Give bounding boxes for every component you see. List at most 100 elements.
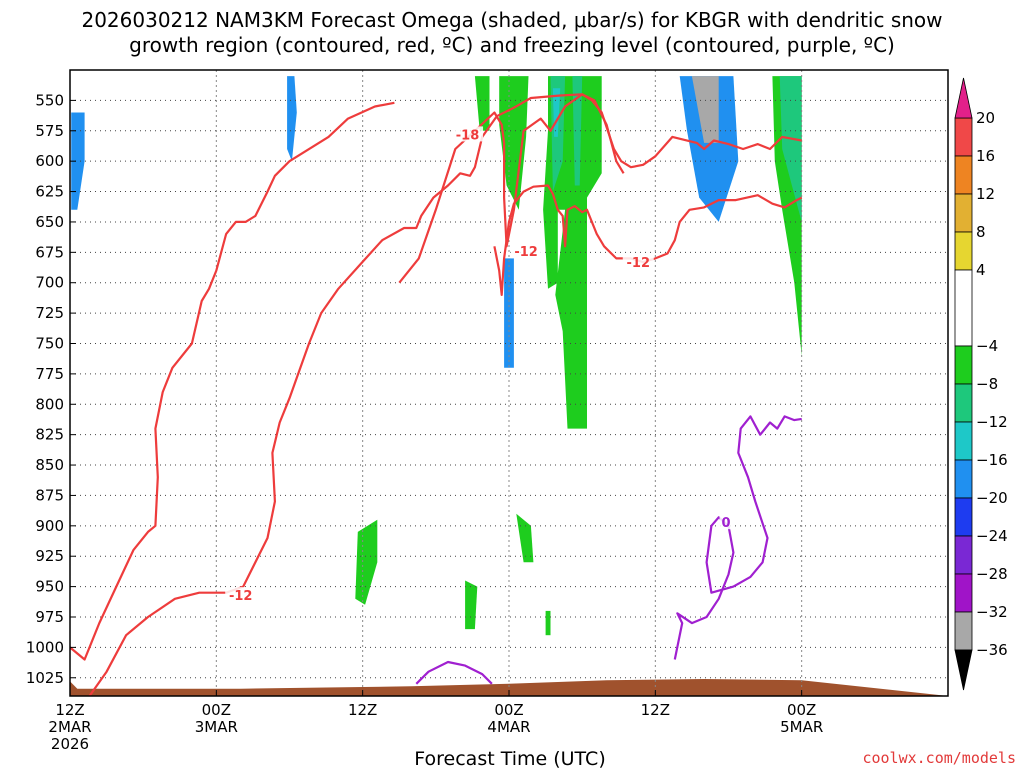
freezing-contour-label-0: 0 (722, 516, 731, 531)
omega-region-2 (71, 337, 83, 502)
y-tick-label-775: 775 (35, 365, 64, 383)
colorbar-label-1: 16 (976, 147, 995, 165)
dgz-contour-label-3: -12 (627, 256, 651, 271)
x-tick-label-18-2: 4MAR (487, 718, 530, 736)
y-tick-label-725: 725 (35, 304, 64, 322)
dgz-contour-label-2: -12 (514, 245, 538, 260)
dgz-contour-2 (88, 93, 625, 696)
colorbar-label-13: −36 (976, 641, 1008, 659)
omega-region-25 (355, 519, 378, 605)
y-tick-label-900: 900 (35, 517, 64, 535)
y-tick-label-850: 850 (35, 456, 64, 474)
omega-region-28 (545, 610, 551, 636)
credit-text: coolwx.com/models (862, 749, 1016, 767)
omega-region-17 (474, 76, 490, 131)
y-tick-label-1025: 1025 (26, 669, 64, 687)
dgz-contour-1 (70, 101, 395, 661)
colorbar-bin-5 (954, 345, 973, 385)
omega-region-24 (779, 76, 802, 222)
colorbar-under-triangle (954, 649, 973, 691)
omega-region-11 (587, 465, 597, 551)
x-tick-label-0-1: 12Z (55, 701, 84, 719)
colorbar-label-12: −32 (976, 603, 1008, 621)
contours (70, 93, 803, 696)
chart-title-line1: 2026030212 NAM3KM Forecast Omega (shaded… (81, 8, 942, 32)
x-tick-label-30-1: 00Z (787, 701, 816, 719)
x-tick-label-30-2: 5MAR (780, 718, 823, 736)
omega-region-3 (106, 533, 122, 581)
colorbar-bin-2 (954, 193, 973, 233)
colorbar-label-6: −8 (976, 375, 998, 393)
dgz-contour-label-0: -18 (456, 128, 480, 143)
x-tick-label-0-3: 2026 (51, 735, 89, 753)
y-tick-label-600: 600 (35, 152, 64, 170)
omega-shading (71, 76, 802, 636)
colorbar-over-triangle (954, 77, 973, 119)
colorbar-label-0: 20 (976, 109, 995, 127)
x-tick-label-6-2: 3MAR (195, 718, 238, 736)
omega-region-14 (691, 76, 719, 143)
colorbar-bin-9 (954, 497, 973, 537)
omega-region-15 (752, 446, 785, 502)
colorbar-bin-12 (954, 611, 973, 651)
colorbar-bin-8 (954, 459, 973, 499)
x-tick-label-0-2: 2MAR (48, 718, 91, 736)
y-tick-label-875: 875 (35, 486, 64, 504)
y-tick-label-550: 550 (35, 91, 64, 109)
colorbar-bin-6 (954, 383, 973, 423)
colorbar-bin-11 (954, 573, 973, 613)
colorbar-bin-1 (954, 155, 973, 195)
omega-region-10 (504, 258, 514, 368)
colorbar-label-4: 4 (976, 261, 986, 279)
y-tick-label-825: 825 (35, 426, 64, 444)
y-tick-label-925: 925 (35, 547, 64, 565)
omega-region-5 (221, 76, 344, 405)
omega-region-16 (782, 501, 802, 587)
omega-region-18 (499, 76, 529, 210)
x-tick-label-12-1: 12Z (348, 701, 377, 719)
colorbar-label-10: −24 (976, 527, 1008, 545)
omega-region-12 (652, 76, 802, 368)
y-tick-label-750: 750 (35, 334, 64, 352)
x-axis-title: Forecast Time (UTC) (414, 748, 605, 768)
colorbar-bin-0 (954, 117, 973, 157)
colorbar-bin-7 (954, 421, 973, 461)
x-tick-label-18-1: 00Z (494, 701, 523, 719)
y-axis: 550 575 600 625 650 675 700 725 750 775 800 825 850 8… (26, 91, 76, 687)
y-tick-label-950: 950 (35, 578, 64, 596)
dgz-contour-label-1: -12 (229, 589, 253, 604)
y-tick-label-975: 975 (35, 608, 64, 626)
y-tick-label-800: 800 (35, 395, 64, 413)
omega-region-1 (71, 112, 85, 210)
omega-region-26 (516, 513, 534, 563)
dgz-label-bg-3 (622, 254, 654, 270)
colorbar-label-9: −20 (976, 489, 1008, 507)
colorbar-label-11: −28 (976, 565, 1008, 583)
plot-area (70, 76, 948, 696)
terrain-fill (70, 679, 948, 696)
y-tick-label-625: 625 (35, 183, 64, 201)
omega-region-27 (465, 580, 478, 630)
y-tick-label-575: 575 (35, 122, 64, 140)
omega-region-22 (572, 76, 583, 186)
colorbar-label-3: 8 (976, 223, 986, 241)
colorbar-bin-10 (954, 535, 973, 575)
terrain-ground (70, 679, 948, 696)
freezing-label-bg-0 (719, 514, 733, 530)
y-tick-label-675: 675 (35, 243, 64, 261)
y-tick-label-650: 650 (35, 213, 64, 231)
y-tick-label-700: 700 (35, 274, 64, 292)
dgz-label-bg-0 (452, 126, 484, 142)
omega-region-6 (287, 76, 297, 162)
y-tick-label-1000: 1000 (26, 638, 64, 656)
colorbar-bin-3 (954, 231, 973, 271)
x-tick-label-24-1: 12Z (641, 701, 670, 719)
omega-region-13 (679, 76, 739, 222)
colorbar-label-7: −12 (976, 413, 1008, 431)
colorbar: 20 16 12 8 4 −4 −8 −12 −16 −20 −24 −28 −32 −36 (954, 77, 1008, 691)
dgz-contour-3 (493, 184, 803, 296)
x-tick-label-6-1: 00Z (202, 701, 231, 719)
omega-region-4 (160, 76, 212, 222)
